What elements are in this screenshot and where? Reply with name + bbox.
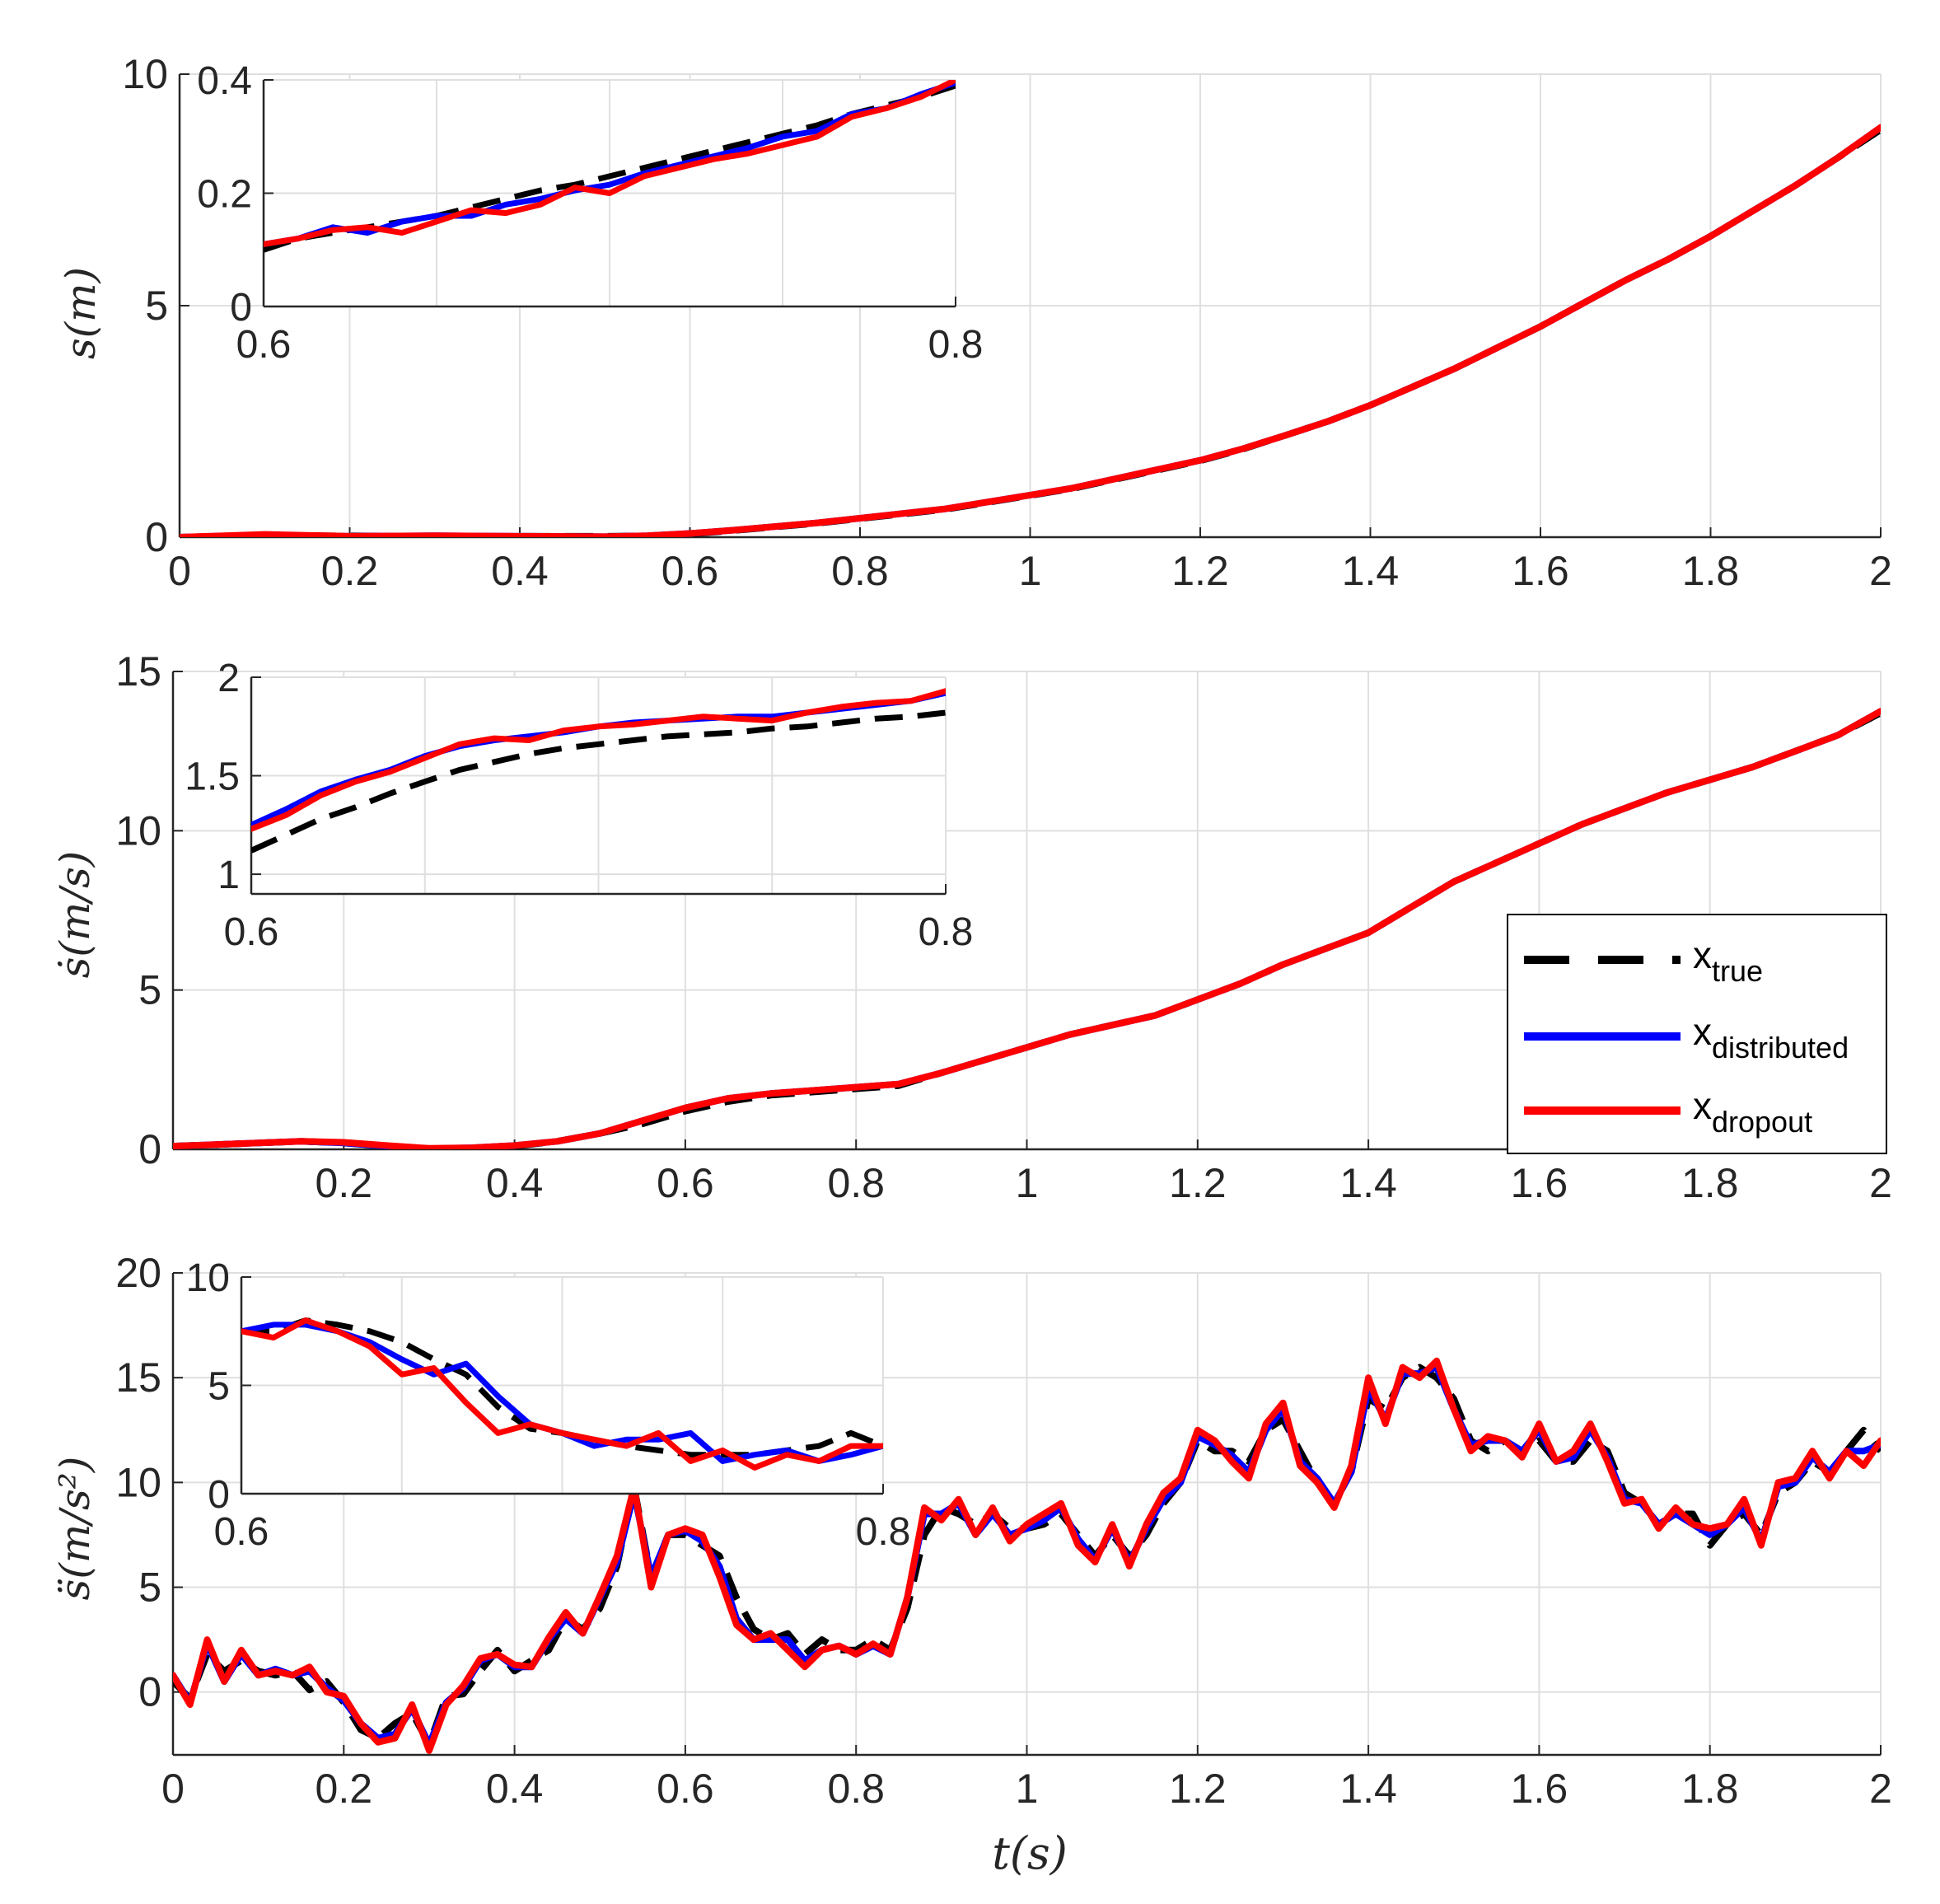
velocity-main-x-tick-label: 2 <box>1869 1160 1892 1206</box>
velocity-main-series-group <box>173 708 1881 1149</box>
acceleration-main-x-tick-label: 0.8 <box>827 1766 885 1812</box>
velocity-main-x-tick-label: 0.6 <box>657 1160 714 1206</box>
velocity-main-x-dropout-line <box>173 708 1881 1149</box>
velocity-inset-x-dropout-line <box>251 688 946 832</box>
position-main-x-tick-label: 1.8 <box>1682 548 1740 594</box>
velocity-inset-y-tick-label: 1 <box>217 854 240 897</box>
acceleration-main-x-tick-label: 1 <box>1016 1766 1039 1812</box>
time-x-label: t(s) <box>992 1827 1068 1879</box>
position-main-x-tick-label: 0 <box>168 548 191 594</box>
position-inset-y-tick-label: 0.2 <box>197 173 252 217</box>
position-main-x-tick-label: 2 <box>1869 548 1892 594</box>
velocity-main-y-tick-label: 0 <box>138 1126 161 1172</box>
acceleration-main-x-tick-label: 0.4 <box>486 1766 544 1812</box>
velocity-main-x-tick-label: 1.6 <box>1511 1160 1568 1206</box>
acceleration-inset-x-tick-label: 0.6 <box>214 1510 269 1554</box>
velocity-main-y-tick-label: 5 <box>138 967 161 1013</box>
position-main-x-tick-label: 1.2 <box>1171 548 1229 594</box>
acceleration-main-y-tick-label: 10 <box>115 1459 161 1505</box>
velocity-inset-x-true-line <box>251 709 946 854</box>
velocity-main-x-tick-label: 1 <box>1016 1160 1039 1206</box>
position-inset-y-tick-label: 0 <box>230 286 252 330</box>
position-inset-x-tick-label: 0.8 <box>928 323 984 367</box>
acceleration-main-x-tick-label: 0.6 <box>657 1766 714 1812</box>
position-main-x-tick-label: 0.8 <box>831 548 889 594</box>
position-inset-series-group <box>264 80 956 253</box>
position-main-x-dropout-line <box>180 124 1881 537</box>
acceleration-inset-y-tick-label: 0 <box>208 1473 230 1517</box>
velocity-inset-series-group <box>251 688 946 854</box>
acceleration-main-y-tick-label: 0 <box>138 1669 161 1715</box>
position-main-x-tick-label: 1.6 <box>1512 548 1569 594</box>
acceleration-main-x-dropout-line <box>173 1357 1881 1754</box>
position-main-x-tick-label: 1 <box>1019 548 1042 594</box>
acceleration-panel: s̈(m/s²) 0 0.2 0.4 0.6 0.8 1 1.2 1.4 1.6 1.8 20510… <box>51 1250 1892 1812</box>
velocity-main-x-tick-label: 1.2 <box>1169 1160 1227 1206</box>
velocity-y-label: ṡ(m/s) <box>51 851 99 979</box>
acceleration-main-x-tick-label: 1.8 <box>1681 1766 1739 1812</box>
position-main-y-tick-label: 0 <box>145 514 168 560</box>
legend-label-distributed: xdistributed <box>1693 1010 1849 1064</box>
position-main-y-tick-label: 5 <box>145 283 168 329</box>
velocity-main-y-tick-label: 15 <box>115 648 161 695</box>
position-inset-x-dropout-line <box>264 80 956 247</box>
acceleration-main-y-tick-label: 15 <box>115 1354 161 1401</box>
acceleration-main-x-tick-label: 2 <box>1869 1766 1892 1812</box>
velocity-inset-x-tick-label: 0.6 <box>224 910 279 954</box>
position-inset-x-tick-label: 0.6 <box>236 323 292 367</box>
acceleration-main-series-group <box>173 1357 1881 1754</box>
position-main-x-tick-label: 0.6 <box>661 548 719 594</box>
velocity-inset-y-tick-label: 1.5 <box>185 756 240 799</box>
acceleration-main-y-tick-label: 20 <box>115 1250 161 1296</box>
acceleration-main-x-tick-label: 0 <box>161 1766 185 1812</box>
velocity-main-x-tick-label: 0.2 <box>316 1160 373 1206</box>
acceleration-inset-axes: 0.6 0.8 0 5 10 <box>186 1256 911 1554</box>
position-main-x-tick-label: 0.4 <box>491 548 549 594</box>
position-main-series-group <box>180 124 1881 537</box>
acceleration-inset-y-tick-label: 10 <box>186 1256 230 1300</box>
acceleration-inset-series-group <box>241 1317 883 1471</box>
legend-label-true: xtrue <box>1693 933 1763 988</box>
position-y-label: s(m) <box>57 267 105 359</box>
acceleration-inset-y-tick-label: 5 <box>208 1365 230 1409</box>
position-inset-axes: 0.6 0.8 0 0.2 0.4 <box>197 59 983 367</box>
velocity-inset-axes: 0.6 0.8 1 1.5 2 <box>185 657 973 954</box>
position-inset-y-tick-label: 0.4 <box>197 59 252 103</box>
velocity-inset-x-tick-label: 0.8 <box>919 910 974 954</box>
acceleration-main-x-tick-label: 1.4 <box>1339 1766 1397 1812</box>
position-main-y-tick-label: 10 <box>122 51 168 97</box>
velocity-main-y-tick-label: 10 <box>115 807 161 854</box>
acceleration-main-y-tick-label: 5 <box>138 1565 161 1611</box>
velocity-main-x-tick-label: 1.4 <box>1339 1160 1397 1206</box>
position-main-x-tick-label: 0.2 <box>321 548 379 594</box>
legend: xtrue xdistributed xdropout <box>1507 914 1887 1154</box>
acceleration-y-label: s̈(m/s²) <box>51 1457 99 1601</box>
velocity-main-x-tick-label: 1.8 <box>1681 1160 1739 1206</box>
acceleration-inset-x-tick-label: 0.8 <box>856 1510 911 1554</box>
acceleration-main-x-tick-label: 1.2 <box>1169 1766 1227 1812</box>
acceleration-main-x-tick-label: 1.6 <box>1511 1766 1568 1812</box>
velocity-main-x-tick-label: 0.8 <box>827 1160 885 1206</box>
position-inset-x-true-line <box>264 82 956 253</box>
acceleration-inset-x-dropout-line <box>241 1317 883 1471</box>
velocity-main-x-tick-label: 0.4 <box>486 1160 544 1206</box>
position-main-x-tick-label: 1.4 <box>1342 548 1400 594</box>
acceleration-main-x-tick-label: 0.2 <box>316 1766 373 1812</box>
velocity-inset-y-tick-label: 2 <box>217 657 240 700</box>
legend-label-dropout: xdropout <box>1693 1084 1812 1139</box>
